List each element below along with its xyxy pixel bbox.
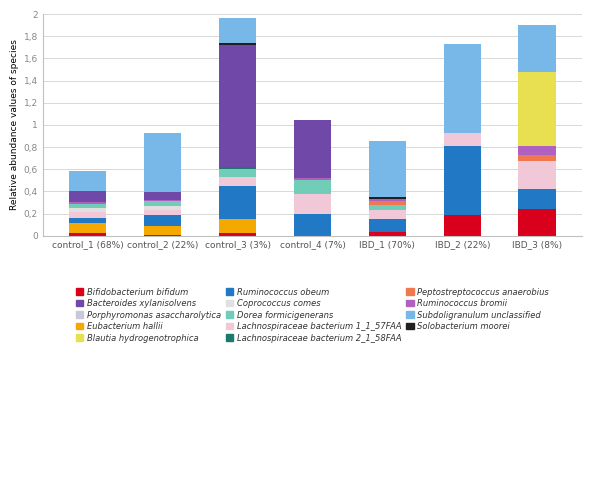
Bar	[69, 202, 106, 203]
Bar	[219, 186, 256, 219]
Bar	[368, 205, 406, 210]
Bar	[518, 161, 556, 189]
Bar	[69, 171, 106, 191]
Bar	[144, 201, 181, 206]
Bar	[443, 214, 481, 236]
Bar	[294, 213, 331, 236]
Bar	[518, 25, 556, 71]
Bar	[69, 203, 106, 208]
Bar	[69, 213, 106, 218]
Bar	[518, 155, 556, 161]
Bar	[69, 191, 106, 202]
Bar	[219, 169, 256, 177]
Bar	[368, 142, 406, 197]
Bar	[368, 199, 406, 201]
Legend: Bifidobacterium bifidum, Bacteroides xylanisolvens, Porphyromonas asaccharolytic: Bifidobacterium bifidum, Bacteroides xyl…	[73, 284, 553, 346]
Bar	[144, 214, 181, 226]
Bar	[518, 146, 556, 155]
Bar	[219, 45, 256, 167]
Bar	[368, 201, 406, 205]
Bar	[69, 208, 106, 213]
Bar	[368, 210, 406, 219]
Bar	[69, 218, 106, 224]
Bar	[518, 189, 556, 209]
Bar	[368, 197, 406, 199]
Bar	[219, 177, 256, 186]
Bar	[518, 71, 556, 146]
Bar	[219, 18, 256, 43]
Bar	[443, 44, 481, 133]
Bar	[144, 235, 181, 236]
Bar	[294, 178, 331, 180]
Bar	[144, 226, 181, 235]
Bar	[368, 219, 406, 232]
Bar	[443, 146, 481, 214]
Bar	[294, 120, 331, 178]
Bar	[368, 232, 406, 236]
Bar	[144, 206, 181, 210]
Bar	[69, 224, 106, 233]
Bar	[518, 209, 556, 236]
Bar	[144, 210, 181, 214]
Y-axis label: Relative abundance values of species: Relative abundance values of species	[10, 40, 19, 210]
Bar	[294, 180, 331, 194]
Bar	[219, 167, 256, 169]
Bar	[144, 192, 181, 200]
Bar	[69, 233, 106, 236]
Bar	[144, 200, 181, 201]
Bar	[219, 233, 256, 236]
Bar	[219, 219, 256, 233]
Bar	[219, 43, 256, 45]
Bar	[294, 194, 331, 213]
Bar	[443, 133, 481, 146]
Bar	[144, 133, 181, 192]
